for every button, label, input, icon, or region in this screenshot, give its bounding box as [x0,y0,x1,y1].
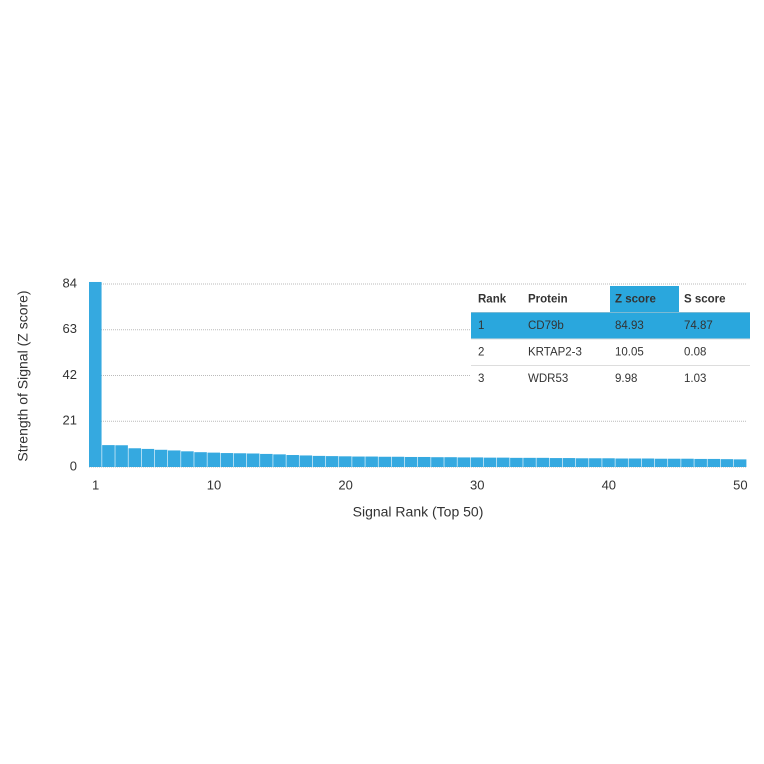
bar [654,458,668,467]
bar [246,453,260,467]
bar [733,459,747,467]
bar [575,458,589,467]
header-highlight [610,286,679,313]
x-axis-title: Signal Rank (Top 50) [353,504,484,520]
x-tick-label: 20 [338,477,352,492]
bar [720,459,734,467]
bar [641,458,655,467]
y-tick-label: 21 [63,413,77,428]
bar [404,456,418,467]
table-cell: WDR53 [528,373,568,385]
x-tick-label: 1 [92,477,99,492]
bar [312,455,326,467]
bar [681,458,694,467]
table-cell: 74.87 [684,320,713,332]
table-header: Protein [528,293,568,305]
table-cell: KRTAP2-3 [528,346,582,358]
bar [707,458,721,467]
y-axis-title: Strength of Signal (Z score) [15,290,31,461]
bar [668,458,681,467]
table-cell: 9.98 [615,373,637,385]
bar [418,456,431,467]
table-cell: 1.03 [684,373,706,385]
bar [470,457,484,467]
bar [391,456,405,467]
table-cell: 84.93 [615,320,644,332]
bar [220,453,234,467]
bar [299,455,313,467]
bar [89,281,102,467]
bar [615,458,628,467]
bar [549,458,563,467]
bar [141,448,155,467]
bar [378,456,392,467]
bar [431,457,444,467]
bar [562,458,576,467]
bar [694,458,707,467]
bar [496,457,510,467]
table-header: Rank [478,293,507,305]
table-cell: CD79b [528,320,564,332]
bar [523,457,536,467]
y-tick-label: 0 [70,458,77,473]
bar [444,457,457,467]
x-tick-label: 50 [733,477,747,492]
bar [260,453,273,467]
table-cell: 1 [478,320,484,332]
bar [536,457,549,467]
table-header: S score [684,293,726,305]
y-tick-label: 42 [63,367,77,382]
y-tick-label: 84 [63,275,77,290]
bar [115,445,128,467]
x-tick-label: 10 [207,477,221,492]
bar [483,457,497,467]
bar [194,452,207,467]
bar [457,457,471,467]
table: Rank Protein Z score S score 1 CD79b 84.93 74.8… [471,286,750,396]
bar [154,449,168,467]
x-tick-label: 40 [602,477,616,492]
bar [233,453,247,467]
table-cell: 10.05 [615,346,644,358]
bar [128,448,142,467]
bar [628,458,642,467]
bar [352,456,365,467]
table-header: Z score [615,293,656,305]
bar [339,456,352,467]
bar [589,458,602,467]
bar [273,454,286,467]
bar [167,450,181,467]
bar [207,452,220,467]
x-tick-label: 30 [470,477,484,492]
y-tick-label: 63 [63,321,77,336]
bar [325,456,339,467]
table-cell: 3 [478,373,484,385]
table-cell: 2 [478,346,484,358]
bar [510,457,523,467]
bar [602,458,615,467]
bar [181,451,194,467]
bar [102,445,115,467]
row-highlight [471,312,750,339]
table-cell: 0.08 [684,346,706,358]
bar [286,455,299,467]
bar [365,456,378,467]
